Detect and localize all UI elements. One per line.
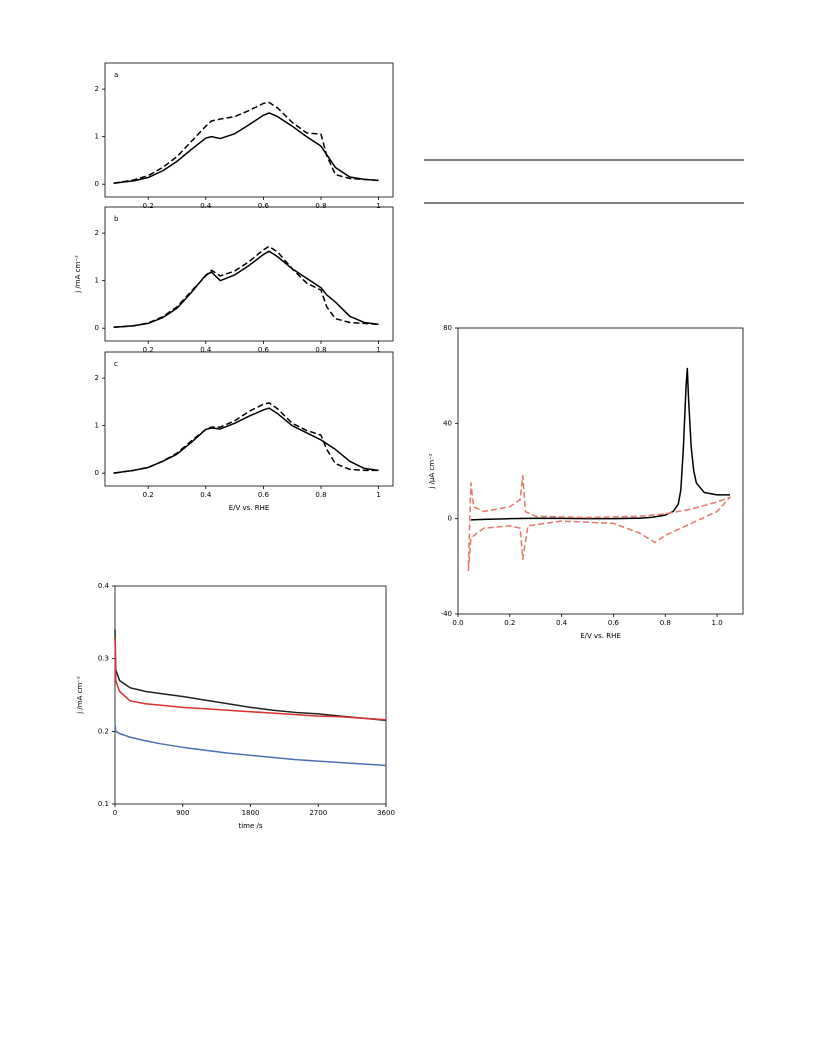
x-tick-label: 0.8 bbox=[315, 346, 326, 354]
x-tick-label: 3600 bbox=[377, 809, 395, 817]
data-line bbox=[114, 636, 387, 721]
data-line bbox=[470, 367, 731, 521]
y-tick-label: 1 bbox=[95, 133, 99, 141]
x-tick-label: 0.4 bbox=[200, 491, 212, 499]
y-tick-label: 0.4 bbox=[98, 582, 110, 590]
plot-frame bbox=[104, 62, 394, 198]
plot-frame bbox=[104, 351, 394, 487]
x-axis-label: time /s bbox=[238, 822, 262, 830]
panel-label: a bbox=[114, 71, 118, 79]
plot-frame bbox=[457, 327, 744, 615]
data-line bbox=[467, 475, 731, 572]
data-line bbox=[113, 250, 379, 328]
y-tick-label: 2 bbox=[95, 374, 99, 382]
x-tick-label: 0.6 bbox=[258, 491, 270, 499]
x-tick-label: 0.2 bbox=[504, 619, 515, 627]
y-tick-label: 0.1 bbox=[98, 800, 109, 808]
x-axis-label: E/V vs. RHE bbox=[229, 504, 270, 512]
x-tick-label: 0.6 bbox=[258, 202, 270, 210]
x-axis-label: E/V vs. RHE bbox=[580, 632, 621, 640]
x-tick-label: 2700 bbox=[309, 809, 327, 817]
panel-label: b bbox=[114, 215, 119, 223]
data-line bbox=[113, 112, 379, 184]
y-axis-label: j /μA cm⁻² bbox=[428, 453, 436, 489]
x-tick-label: 0.8 bbox=[660, 619, 671, 627]
x-tick-label: 900 bbox=[176, 809, 189, 817]
x-tick-label: 0.6 bbox=[608, 619, 620, 627]
y-axis-label: j /mA cm⁻² bbox=[74, 255, 82, 294]
x-tick-label: 1.0 bbox=[712, 619, 723, 627]
x-tick-label: 0.2 bbox=[143, 491, 154, 499]
x-tick-label: 0.8 bbox=[315, 202, 326, 210]
x-tick-label: 0.4 bbox=[200, 346, 212, 354]
x-tick-label: 1 bbox=[376, 202, 380, 210]
y-tick-label: 0.3 bbox=[98, 655, 109, 663]
x-tick-label: 0.4 bbox=[556, 619, 568, 627]
x-tick-label: 0.2 bbox=[143, 202, 154, 210]
x-tick-label: 1 bbox=[376, 491, 380, 499]
data-line bbox=[114, 723, 387, 767]
x-tick-label: 0 bbox=[113, 809, 117, 817]
panel-label: c bbox=[114, 360, 118, 368]
x-tick-label: 1800 bbox=[242, 809, 260, 817]
x-tick-label: 0.6 bbox=[258, 346, 270, 354]
y-axis-label: j /mA cm⁻² bbox=[76, 676, 84, 715]
x-tick-label: 0.2 bbox=[143, 346, 154, 354]
y-tick-label: 2 bbox=[95, 229, 99, 237]
y-tick-label: 1 bbox=[95, 422, 99, 430]
x-tick-label: 0.8 bbox=[315, 491, 326, 499]
y-tick-label: 0 bbox=[95, 469, 99, 477]
y-tick-label: 1 bbox=[95, 277, 99, 285]
data-line bbox=[114, 629, 387, 722]
y-tick-label: 0 bbox=[95, 324, 99, 332]
y-tick-label: 0 bbox=[448, 515, 452, 523]
x-tick-label: 0.4 bbox=[200, 202, 212, 210]
x-tick-label: 1 bbox=[376, 346, 380, 354]
plot-frame bbox=[104, 206, 394, 342]
x-tick-label: 0.0 bbox=[452, 619, 463, 627]
y-tick-label: 0.2 bbox=[98, 727, 109, 735]
data-line bbox=[113, 245, 379, 328]
data-line bbox=[113, 402, 379, 474]
y-tick-label: 2 bbox=[95, 85, 99, 93]
y-tick-label: 0 bbox=[95, 180, 99, 188]
y-tick-label: 40 bbox=[443, 419, 452, 427]
y-tick-label: -40 bbox=[441, 610, 452, 618]
y-tick-label: 80 bbox=[443, 324, 452, 332]
data-line bbox=[113, 101, 379, 184]
